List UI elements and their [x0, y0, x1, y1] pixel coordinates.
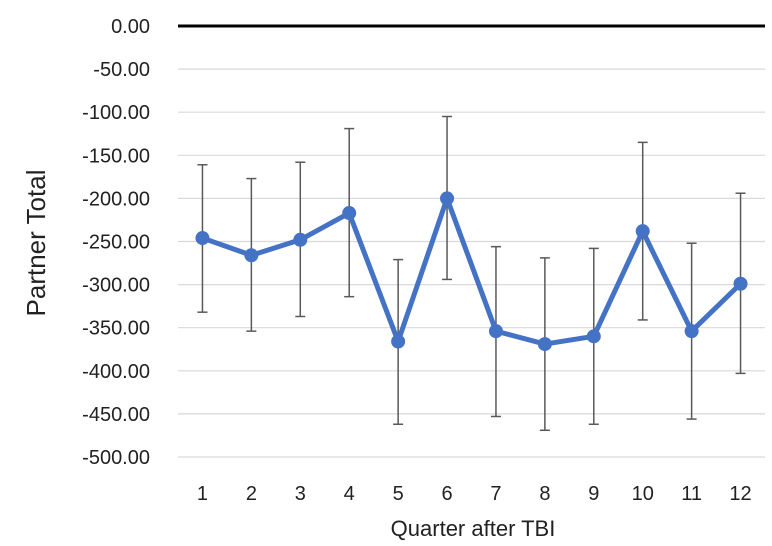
x-tick-labels: 1 2 3 4 5 6 7 8 9 10 11 12 [197, 483, 752, 505]
y-tick-label: -350.00 [82, 318, 150, 340]
x-tick-label: 6 [441, 483, 452, 505]
data-point [342, 206, 357, 221]
data-point [293, 232, 308, 247]
data-point [244, 248, 259, 263]
x-tick-label: 10 [632, 483, 654, 505]
data-point [586, 329, 601, 344]
gridlines [178, 24, 765, 458]
y-tick-label: -50.00 [93, 59, 150, 81]
y-tick-label: -400.00 [82, 361, 150, 383]
data-point [195, 231, 210, 246]
data-point [488, 324, 503, 339]
y-tick-label: -100.00 [82, 102, 150, 124]
data-point [733, 276, 748, 291]
y-tick-labels: 0.00 -50.00 -100.00 -150.00 -200.00 -250.00 -3… [82, 16, 150, 469]
data-point [537, 337, 552, 352]
y-tick-label: -150.00 [82, 145, 150, 167]
y-tick-label: -500.00 [82, 447, 150, 469]
x-axis-label: Quarter after TBI [391, 516, 556, 541]
data-point [440, 191, 455, 206]
x-tick-label: 5 [393, 483, 404, 505]
x-tick-label: 1 [197, 483, 208, 505]
data-point [684, 324, 699, 339]
x-tick-label: 12 [729, 483, 751, 505]
data-point [391, 334, 406, 349]
x-tick-label: 3 [295, 483, 306, 505]
x-tick-label: 8 [539, 483, 550, 505]
x-tick-label: 11 [681, 483, 702, 505]
data-point [635, 224, 650, 239]
x-tick-label: 7 [490, 483, 501, 505]
series [195, 191, 748, 352]
x-tick-label: 2 [246, 483, 257, 505]
x-tick-label: 9 [588, 483, 599, 505]
y-tick-label: -450.00 [82, 404, 150, 426]
y-tick-label: -300.00 [82, 275, 150, 297]
y-axis-label: Partner Total [21, 170, 51, 317]
x-tick-label: 4 [344, 483, 355, 505]
y-tick-label: 0.00 [111, 16, 150, 38]
y-tick-label: -250.00 [82, 232, 150, 254]
series-line [199, 195, 744, 347]
y-tick-label: -200.00 [82, 188, 150, 210]
